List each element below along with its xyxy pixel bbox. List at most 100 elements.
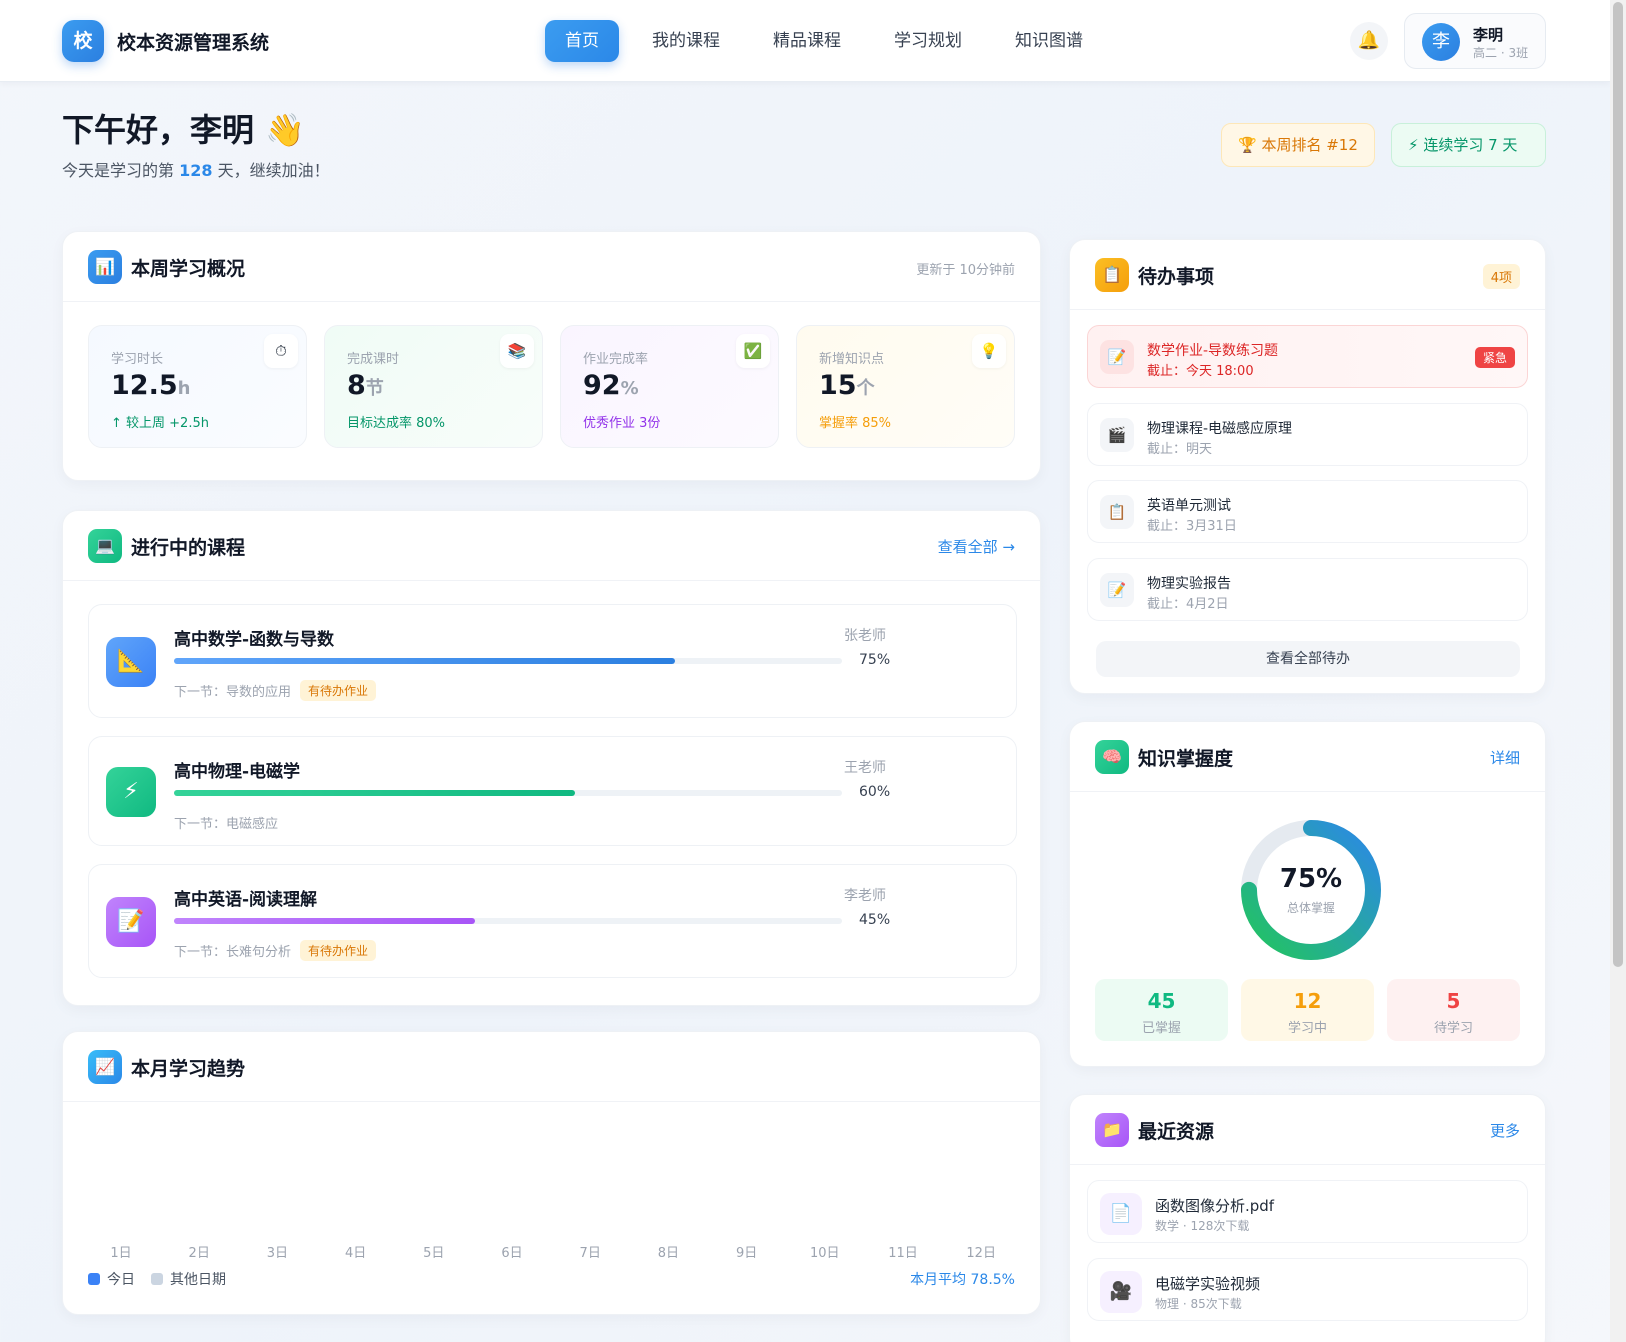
view-all-todos-button[interactable]: 查看全部待办 <box>1096 641 1520 677</box>
stat-note: 掌握率 85% <box>819 416 892 431</box>
memo-icon: 📝 <box>1100 573 1134 607</box>
course-item[interactable]: 📝 高中英语-阅读理解 李老师 45% 下一节：长难句分析 有待办作业 <box>88 864 1017 978</box>
course-teacher: 张老师 <box>844 628 886 644</box>
todo-item-due: 截止：4月2日 <box>1147 597 1229 612</box>
course-progress-pct: 60% <box>859 784 891 800</box>
folder-icon: 📁 <box>1095 1113 1129 1147</box>
video-icon: 🎥 <box>1100 1271 1142 1313</box>
monthly-trend-card: 📈 本月学习趋势 1日 2日 3日 4日 5日 6日 7日 8日 9日 10日 11日 12日 今日 … <box>62 1031 1041 1315</box>
lightbulb-icon: 💡 <box>972 334 1006 368</box>
course-progress-fill <box>174 790 575 796</box>
trend-chart-icon: 📈 <box>88 1050 122 1084</box>
course-item[interactable]: ⚡ 高中物理-电磁学 王老师 60% 下一节：电磁感应 <box>88 736 1017 846</box>
todo-title: 待办事项 <box>1138 266 1215 288</box>
course-progress-fill <box>174 658 675 664</box>
todo-item-due: 截止：明天 <box>1147 442 1213 457</box>
stat-study-time[interactable]: 学习时长 12.5h ↑ 较上周 +2.5h ⏱ <box>88 325 307 448</box>
trophy-icon: 🏆 <box>1238 136 1257 154</box>
stat-unit: h <box>177 378 191 399</box>
nav-my-courses[interactable]: 我的课程 <box>652 31 720 51</box>
legend-today-label: 今日 <box>107 1272 135 1288</box>
study-streak-badge[interactable]: ⚡ 连续学习 7 天 <box>1391 123 1546 167</box>
todo-card: 📋 待办事项 4项 📝 数学作业-导数练习题 截止：今天 18:00 紧急 🎬 … <box>1069 239 1546 694</box>
resource-meta: 数学 · 128次下载 <box>1155 1219 1250 1233</box>
course-progress-pct: 45% <box>859 912 891 928</box>
todo-count-badge: 4项 <box>1482 264 1520 289</box>
course-teacher: 王老师 <box>844 760 886 776</box>
card-header: 📈 本月学习趋势 <box>63 1032 1040 1102</box>
courses-card: 💻 进行中的课程 查看全部 → 📐 高中数学-函数与导数 张老师 75% 下一节… <box>62 510 1041 1006</box>
mastery-donut-svg <box>1241 820 1381 960</box>
main-nav: 首页 我的课程 精品课程 学习规划 知识图谱 <box>545 20 1116 62</box>
brain-icon: 🧠 <box>1095 740 1129 774</box>
trend-x-tick: 7日 <box>579 1246 601 1261</box>
knowledge-detail-link[interactable]: 详细 <box>1489 749 1520 767</box>
kstat-to-learn[interactable]: 5 待学习 <box>1387 979 1520 1041</box>
todo-item[interactable]: 📝 物理实验报告 截止：4月2日 <box>1087 558 1528 621</box>
stat-new-knowledge[interactable]: 新增知识点 15个 掌握率 85% 💡 <box>796 325 1015 448</box>
stat-number: 12.5 <box>111 370 178 401</box>
app-logo[interactable]: 校 <box>62 20 104 62</box>
mastery-donut: 75% 总体掌握 <box>1239 818 1383 962</box>
monthly-average: 本月平均 78.5% <box>910 1272 1015 1288</box>
bar-chart-icon: 📊 <box>88 250 122 284</box>
resource-item[interactable]: 📄 函数图像分析.pdf 数学 · 128次下载 <box>1087 1180 1528 1243</box>
nav-home[interactable]: 首页 <box>545 20 619 62</box>
weekly-rank-badge[interactable]: 🏆 本周排名 #12 <box>1221 123 1375 167</box>
clipboard-icon: 📋 <box>1100 495 1134 529</box>
todo-item-title: 物理实验报告 <box>1147 576 1231 592</box>
urgent-badge: 紧急 <box>1474 347 1515 368</box>
clipboard-icon: 📋 <box>1095 258 1129 292</box>
nav-featured-courses[interactable]: 精品课程 <box>773 31 841 51</box>
kstat-number: 45 <box>1147 989 1176 1013</box>
user-profile-card[interactable]: 李 李明 高二 · 3班 <box>1404 13 1546 69</box>
course-next-lesson: 下一节：长难句分析 <box>174 945 292 960</box>
page-scrollbar[interactable] <box>1610 0 1626 1342</box>
kstat-mastered[interactable]: 45 已掌握 <box>1095 979 1228 1041</box>
stat-label: 完成课时 <box>347 352 400 367</box>
weekly-overview-card: 📊 本周学习概况 更新于 10分钟前 学习时长 12.5h ↑ 较上周 +2.5… <box>62 231 1041 481</box>
todo-item-due: 截止：今天 18:00 <box>1147 364 1254 379</box>
todo-item[interactable]: 📝 数学作业-导数练习题 截止：今天 18:00 紧急 <box>1087 325 1528 388</box>
donut-arc <box>1241 820 1381 960</box>
trend-x-tick: 12日 <box>966 1246 996 1261</box>
view-all-courses-link[interactable]: 查看全部 → <box>937 538 1015 556</box>
nav-knowledge-graph[interactable]: 知识图谱 <box>1015 31 1083 51</box>
stat-value: 12.5h <box>111 370 190 401</box>
knowledge-mastery-card: 🧠 知识掌握度 详细 75% 总体掌握 45 已掌握 12 学习中 5 待学习 <box>1069 721 1546 1067</box>
course-item[interactable]: 📐 高中数学-函数与导数 张老师 75% 下一节：导数的应用 有待办作业 <box>88 604 1017 718</box>
stat-completed-lessons[interactable]: 完成课时 8节 目标达成率 80% 📚 <box>324 325 543 448</box>
todo-item[interactable]: 🎬 物理课程-电磁感应原理 截止：明天 <box>1087 403 1528 466</box>
knowledge-title: 知识掌握度 <box>1138 748 1234 770</box>
trend-x-tick: 8日 <box>657 1246 680 1261</box>
trend-x-tick: 10日 <box>810 1246 840 1261</box>
more-resources-link[interactable]: 更多 <box>1489 1122 1520 1140</box>
stat-label: 新增知识点 <box>819 352 885 367</box>
recent-resources-card: 📁 最近资源 更多 📄 函数图像分析.pdf 数学 · 128次下载 🎥 电磁学… <box>1069 1094 1546 1342</box>
stat-label: 作业完成率 <box>583 352 649 367</box>
scrollbar-thumb[interactable] <box>1613 2 1623 967</box>
resource-name: 函数图像分析.pdf <box>1155 1197 1275 1215</box>
stat-number: 8 <box>347 370 366 401</box>
trend-x-tick: 3日 <box>266 1246 289 1261</box>
stat-value: 92% <box>583 370 639 401</box>
notification-bell-icon[interactable]: 🔔 <box>1350 22 1388 60</box>
kstat-learning[interactable]: 12 学习中 <box>1241 979 1374 1041</box>
stat-homework-rate[interactable]: 作业完成率 92% 优秀作业 3份 ✅ <box>560 325 779 448</box>
resource-item[interactable]: 🎥 电磁学实验视频 物理 · 85次下载 <box>1087 1258 1528 1321</box>
todo-item-title: 数学作业-导数练习题 <box>1147 343 1279 359</box>
check-icon: ✅ <box>736 334 770 368</box>
lightning-icon: ⚡ <box>106 767 156 817</box>
nav-study-plan[interactable]: 学习规划 <box>894 31 962 51</box>
resource-meta: 物理 · 85次下载 <box>1155 1297 1242 1311</box>
todo-item[interactable]: 📋 英语单元测试 截止：3月31日 <box>1087 480 1528 543</box>
stat-unit: % <box>620 378 639 399</box>
mastery-label: 总体掌握 <box>1286 901 1335 915</box>
app-title: 校本资源管理系统 <box>117 32 270 54</box>
card-header: 📊 本周学习概况 更新于 10分钟前 <box>63 232 1040 302</box>
memo-icon: 📝 <box>106 897 156 947</box>
stat-number: 92 <box>583 370 621 401</box>
courses-title: 进行中的课程 <box>131 537 246 559</box>
greeting-title: 下午好，李明 👋 <box>62 111 305 149</box>
trend-x-tick: 1日 <box>110 1246 132 1261</box>
